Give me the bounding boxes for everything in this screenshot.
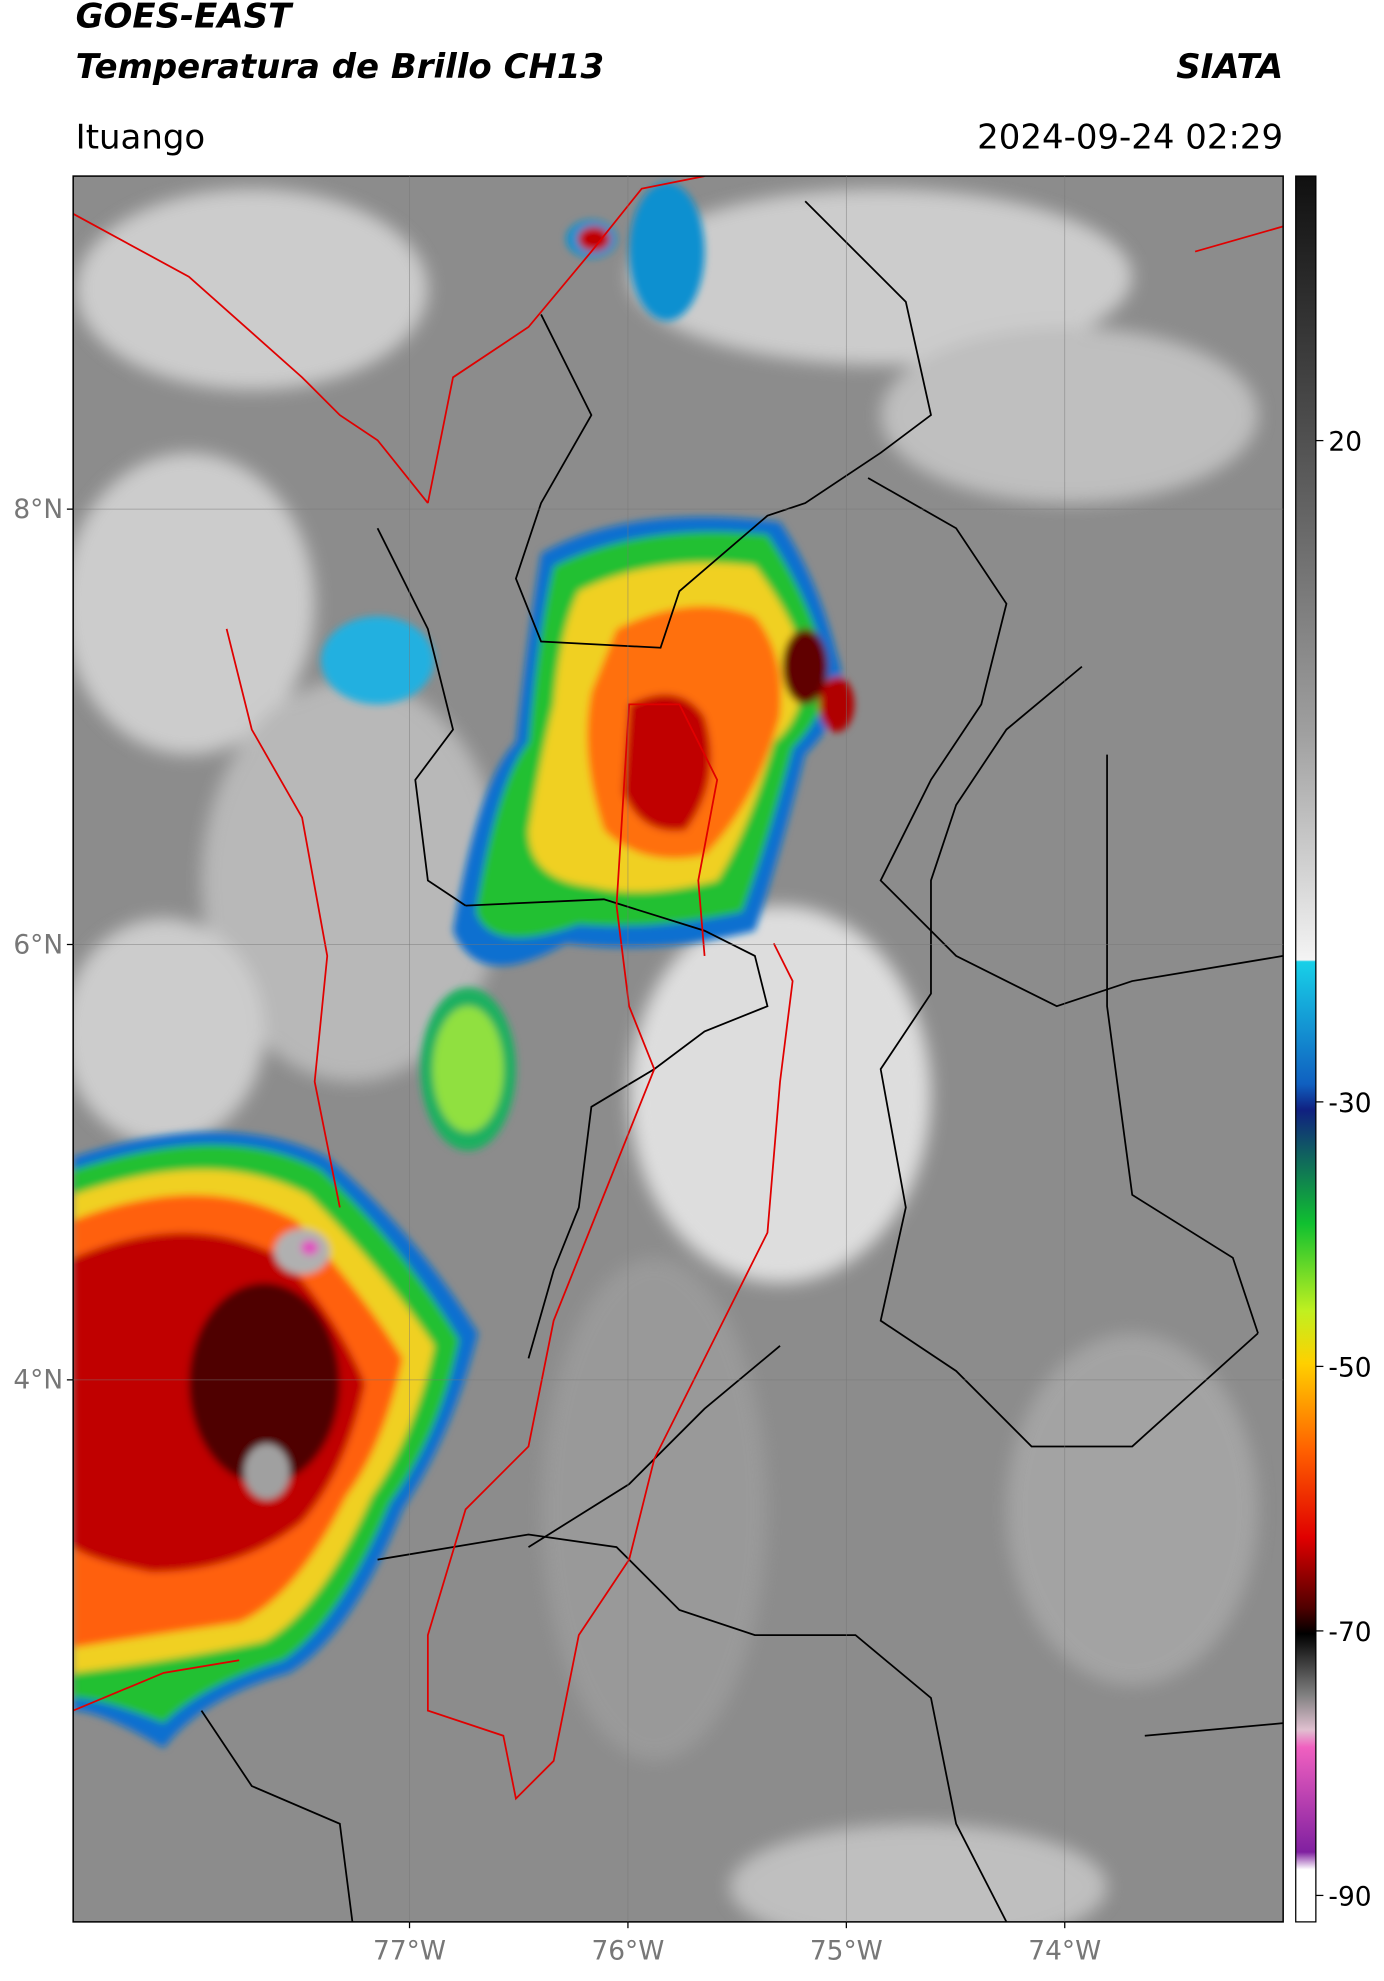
- title-line2: Temperatura de Brillo CH13: [76, 47, 604, 87]
- lon-tick-label: 74°W: [1028, 1936, 1101, 1967]
- lon-tick-label: 75°W: [810, 1936, 883, 1967]
- satellite-image: [73, 176, 1284, 1922]
- colorbar-tick-label: -50: [1328, 1352, 1371, 1383]
- lat-tick-label: 4°N: [13, 1365, 63, 1396]
- highlight-boundaries: [73, 176, 1284, 1801]
- admin-boundaries: [200, 200, 1284, 1922]
- lon-tick-label: 76°W: [591, 1936, 664, 1967]
- datetime: 2024-09-24 02:29: [977, 117, 1283, 157]
- lat-tick-label: 8°N: [13, 494, 63, 525]
- lat-tick-label: 6°N: [13, 929, 63, 960]
- colorbar: [1295, 175, 1317, 1923]
- map-frame: [72, 175, 1284, 1923]
- colorbar-tick-label: -70: [1328, 1617, 1371, 1648]
- agency: SIATA: [1176, 47, 1283, 87]
- colorbar-tick-label: -30: [1328, 1088, 1371, 1119]
- colorbar-tick-label: 20: [1328, 427, 1362, 458]
- colorbar-tick-label: -90: [1328, 1881, 1371, 1912]
- location: Ituango: [76, 117, 206, 157]
- title-line1: GOES-EAST: [76, 0, 294, 37]
- lon-tick-label: 77°W: [373, 1936, 446, 1967]
